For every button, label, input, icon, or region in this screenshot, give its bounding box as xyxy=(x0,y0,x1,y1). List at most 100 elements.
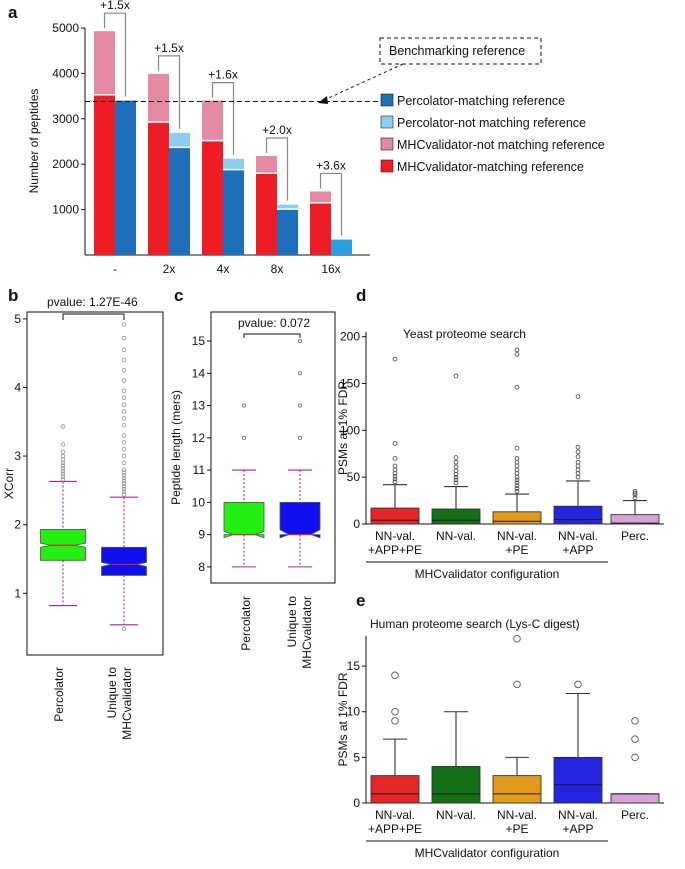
panel-b-outlier xyxy=(121,453,127,459)
panel-d-ytick-label: 200 xyxy=(340,330,360,344)
panel-d-outlier xyxy=(514,477,520,483)
panel-e-category-label: +APP+PE xyxy=(368,822,422,836)
panel-a-ylabel: Number of peptides xyxy=(27,89,41,194)
panel-a-ytick-label: 3000 xyxy=(52,112,79,126)
panel-e-ylabel: PSMs at 1% FDR xyxy=(336,672,350,766)
panel-b-outlier xyxy=(60,442,66,447)
panel-b-outlier xyxy=(60,466,66,471)
panel-d-outlier xyxy=(632,488,638,494)
panel-e-box xyxy=(610,793,660,804)
panel-b-outlier xyxy=(121,478,127,484)
legend-swatch xyxy=(380,137,394,151)
bar-perc-not-matching xyxy=(169,132,190,148)
panel-b-outlier xyxy=(121,473,127,478)
panel-b-outlier xyxy=(121,433,127,438)
panel-d-box xyxy=(492,511,542,525)
panel-b-outlier xyxy=(121,475,127,481)
panel-d-outlier xyxy=(453,459,459,465)
panel-b-box xyxy=(101,546,147,576)
panel-b-outlier xyxy=(60,468,66,474)
panel-a-ytick-label: 4000 xyxy=(52,66,79,80)
panel-d-outlier xyxy=(575,459,581,465)
panel-c-category-label: MHCvalidator xyxy=(300,596,314,669)
panel-b-ytick-label: 2 xyxy=(14,518,21,532)
panel-b-outlier xyxy=(121,402,127,407)
panel-b-outlier xyxy=(121,470,127,475)
bar-mhcv-matching xyxy=(148,121,169,255)
panel-d-outlier xyxy=(514,459,520,465)
fold-change-bracket xyxy=(103,12,127,97)
panel-d-outlier xyxy=(453,468,459,473)
panel-d-outlier xyxy=(575,471,581,476)
panel-d-category-label: +APP xyxy=(562,543,593,557)
bar-mhcv-not-matching xyxy=(94,31,115,95)
benchmark-callout-arrow xyxy=(321,63,404,102)
panel-a-label: a xyxy=(8,3,18,22)
panel-b-category-label: Unique to xyxy=(105,667,119,719)
panel-c-outlier xyxy=(297,338,303,344)
fold-change-label: +3.6x xyxy=(316,158,346,172)
panel-d-outlier xyxy=(514,483,520,488)
panel-d-category-label: NN-val. xyxy=(558,529,598,543)
panel-b-outlier xyxy=(60,477,66,482)
panel-e-category-label: Perc. xyxy=(621,808,649,822)
panel-d-box xyxy=(431,508,481,525)
panel-d-outlier xyxy=(632,490,638,496)
panel-d-ytick-label: 100 xyxy=(340,423,360,437)
bar-mhcv-not-matching xyxy=(148,73,169,122)
bar-mhcv-matching xyxy=(256,173,277,255)
panel-a-ytick-label: 1000 xyxy=(52,203,79,217)
panel-b-ylabel: XCorr xyxy=(2,468,16,499)
panel-d-outlier xyxy=(392,473,398,479)
panel-d-category-label: Perc. xyxy=(621,529,649,543)
panel-e-outlier xyxy=(391,717,399,725)
panel-e-outlier xyxy=(574,680,582,689)
bar-perc-16x xyxy=(331,239,352,255)
panel-e-category-label: NN-val. xyxy=(436,808,476,822)
panel-b-category-label: Percolator xyxy=(52,667,66,722)
panel-b-category-label: MHCvalidator xyxy=(120,667,134,740)
panel-b-outlier xyxy=(60,453,66,459)
fold-change-label: +2.0x xyxy=(262,123,292,137)
panel-e-category-label: NN-val. xyxy=(558,808,598,822)
panel-c-ytick-label: 12 xyxy=(192,431,206,445)
panel-d-outlier xyxy=(514,456,520,461)
panel-c-outlier xyxy=(297,371,303,376)
panel-d-outlier xyxy=(453,474,459,480)
panel-b-label: b xyxy=(8,286,18,305)
panel-e-outlier xyxy=(631,753,639,762)
fold-change-label: +1.6x xyxy=(208,68,238,82)
panel-d-ytick-label: 0 xyxy=(353,517,360,531)
panel-d-outlier xyxy=(453,480,459,486)
panel-d-ytick-label: 50 xyxy=(347,470,361,484)
panel-b-outlier xyxy=(60,471,66,477)
panel-b-outlier xyxy=(60,449,66,455)
panel-b-outlier xyxy=(121,460,127,466)
panel-c-ytick-label: 11 xyxy=(193,463,206,477)
fold-change-label: +1.5x xyxy=(154,41,184,55)
panel-b-outlier xyxy=(60,474,66,479)
panel-d-outlier xyxy=(575,449,581,455)
panel-c-category-label: Percolator xyxy=(239,596,253,651)
panel-c-box xyxy=(223,501,265,539)
panel-d-category-label: NN-val. xyxy=(436,529,476,543)
panel-b-outlier xyxy=(121,368,127,373)
panel-b-outlier xyxy=(121,626,127,632)
panel-e-box xyxy=(553,756,603,804)
panel-d-outlier xyxy=(392,463,398,469)
panel-b-outlier xyxy=(121,347,127,352)
panel-b-outlier xyxy=(60,463,66,468)
panel-b-outlier xyxy=(121,357,127,363)
legend-label: Percolator-matching reference xyxy=(397,94,565,108)
panel-d-outlier xyxy=(575,454,581,459)
bar-perc-matching xyxy=(223,169,244,255)
panel-b-pvalue: pvalue: 1.27E-46 xyxy=(47,295,138,309)
panel-a-category-label: 2x xyxy=(163,262,176,276)
panel-d-outlier xyxy=(392,456,398,461)
fold-change-bracket xyxy=(319,172,343,236)
panel-c-label: c xyxy=(174,286,183,305)
panel-b-outlier xyxy=(121,422,127,428)
panel-b-ytick-label: 5 xyxy=(14,312,21,326)
panel-d-outlier xyxy=(514,467,520,473)
panel-e-label: e xyxy=(356,591,365,610)
